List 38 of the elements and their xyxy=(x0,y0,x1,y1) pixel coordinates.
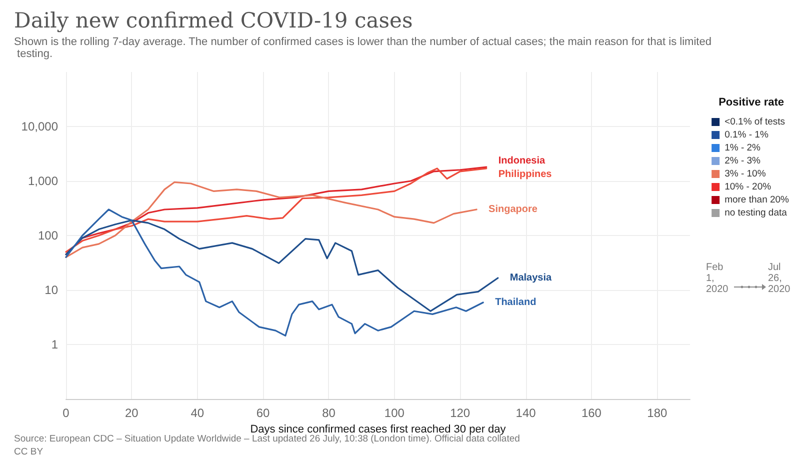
text: Jul 26, 2020 xyxy=(768,262,791,295)
source-note: Source: European CDC – Situation Update Worldwide – Last updated 26 July, 10:38 (London time). Official data collated xyxy=(14,434,520,444)
y-tick-label: 1,000 xyxy=(28,174,58,188)
y-tick-label: 100 xyxy=(38,228,58,242)
x-axis-title: Days since confirmed cases first reached 30 per day xyxy=(250,423,506,436)
series-label: Philippines xyxy=(498,168,552,180)
legend-label: 1% - 2% xyxy=(724,142,762,154)
x-tick-label: 100 xyxy=(384,406,405,420)
text: Feb 1, 2020 xyxy=(706,262,729,295)
legend-label: 3% - 10% xyxy=(724,168,766,180)
x-tick-label: 160 xyxy=(581,406,602,420)
legend-label: <0.1% of tests xyxy=(724,116,786,128)
y-tick-label: 1 xyxy=(51,338,58,352)
legend-label: more than 20% xyxy=(724,194,790,206)
series-label: Malaysia xyxy=(510,272,552,284)
legend-label: 2% - 3% xyxy=(724,156,762,166)
x-tick-label: 40 xyxy=(190,406,204,420)
legend-title: Positive rate xyxy=(718,96,784,108)
y-tick-label: 10 xyxy=(44,283,58,297)
line-series xyxy=(65,181,478,258)
x-tick-label: 0 xyxy=(62,406,70,420)
series-label: Indonesia xyxy=(498,156,546,167)
x-tick-label: 60 xyxy=(256,406,270,420)
legend-label: 10% - 20% xyxy=(724,182,772,192)
series-label: Singapore xyxy=(488,204,538,215)
line-series xyxy=(65,208,484,337)
text: CC BY xyxy=(14,446,44,458)
x-tick-label: 80 xyxy=(322,406,336,420)
x-tick-label: 140 xyxy=(516,406,536,420)
legend-label: 0.1% - 1% xyxy=(724,130,769,140)
y-tick-label: 10,000 xyxy=(21,120,58,134)
legend-label: no testing data xyxy=(724,208,788,218)
chart-title: Daily new confirmed COVID-19 cases xyxy=(14,8,413,32)
chart-subtitle: Shown is the rolling 7-day average. The number of confirmed cases is lower than the number of actual cases; the main reason for that is limited testing. xyxy=(14,36,712,60)
x-tick-label: 120 xyxy=(450,406,470,420)
series-label: Thailand xyxy=(495,296,536,308)
x-tick-label: 180 xyxy=(647,406,668,420)
x-tick-label: 20 xyxy=(125,406,139,420)
